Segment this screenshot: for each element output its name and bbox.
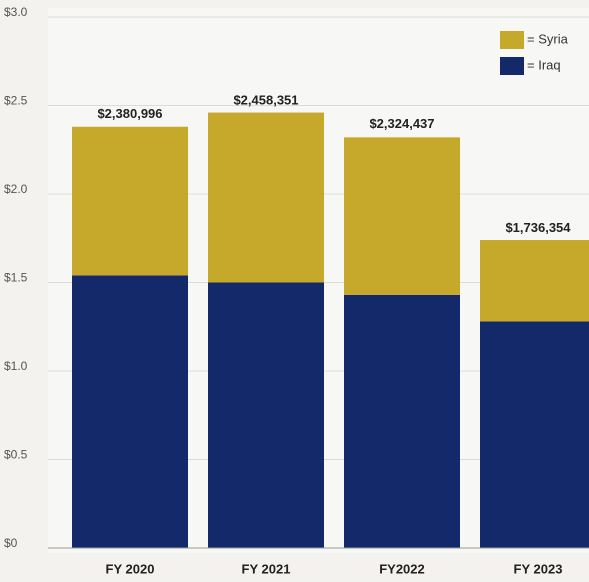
total-label: $2,324,437 xyxy=(369,116,434,131)
bar-segment xyxy=(208,282,324,548)
total-label: $2,380,996 xyxy=(97,106,162,121)
y-tick-label: $2.0 xyxy=(4,182,28,196)
bar-segment xyxy=(344,137,460,295)
legend-label: = Iraq xyxy=(527,57,561,72)
y-tick-label: $2.5 xyxy=(4,94,28,108)
legend-label: = Syria xyxy=(527,31,569,46)
bar-segment xyxy=(72,275,188,548)
bar-segment xyxy=(480,240,589,322)
y-tick-label: $3.0 xyxy=(4,5,28,19)
y-tick-label: $0.5 xyxy=(4,448,28,462)
x-tick-label: FY 2023 xyxy=(514,561,563,576)
bar-segment xyxy=(72,126,188,276)
x-tick-label: FY2022 xyxy=(379,561,425,576)
x-tick-label: FY 2020 xyxy=(106,561,155,576)
legend-swatch xyxy=(500,31,524,49)
total-label: $1,736,354 xyxy=(505,220,571,235)
bar-segment xyxy=(344,294,460,548)
total-label: $2,458,351 xyxy=(233,92,298,107)
bar-segment xyxy=(480,321,589,548)
legend-swatch xyxy=(500,57,524,75)
x-tick-label: FY 2021 xyxy=(242,561,291,576)
y-tick-label: $0 xyxy=(4,536,18,550)
y-tick-label: $1.5 xyxy=(4,271,28,285)
y-tick-label: $1.0 xyxy=(4,359,28,373)
bar-segment xyxy=(208,112,324,283)
